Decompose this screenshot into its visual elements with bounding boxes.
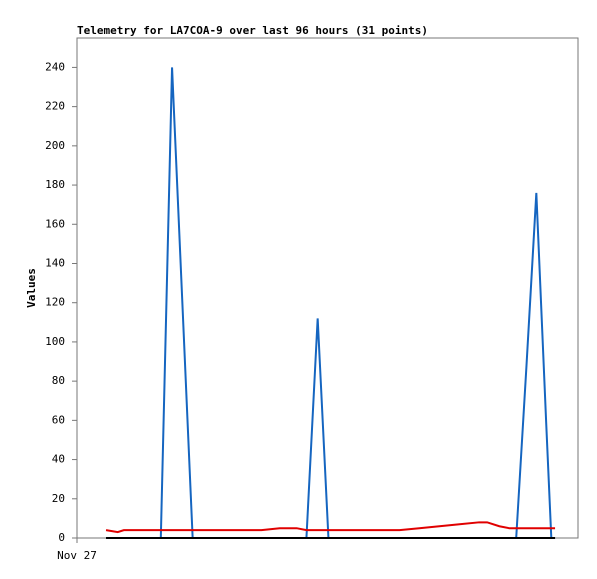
y-tick-label: 20: [52, 492, 65, 505]
chart-title: Telemetry for LA7COA-9 over last 96 hour…: [77, 24, 428, 37]
series-line: [105, 521, 556, 534]
series-line: [106, 67, 556, 539]
y-tick-label: 180: [45, 178, 65, 191]
y-tick-label: 100: [45, 335, 65, 348]
y-tick-label: 60: [52, 413, 65, 426]
y-tick-label: 240: [45, 60, 65, 73]
y-axis-label: Values: [25, 268, 38, 308]
y-tick-label: 80: [52, 374, 65, 387]
y-tick-label: 0: [58, 531, 65, 544]
plot-frame: [76, 37, 579, 539]
y-tick-label: 160: [45, 217, 65, 230]
y-tick-label: 200: [45, 139, 65, 152]
x-tick-label: Nov 27: [57, 549, 97, 562]
y-tick-label: 140: [45, 256, 65, 269]
y-tick-label: 220: [45, 100, 65, 113]
y-tick-label: 120: [45, 296, 65, 309]
y-tick-label: 40: [52, 453, 65, 466]
